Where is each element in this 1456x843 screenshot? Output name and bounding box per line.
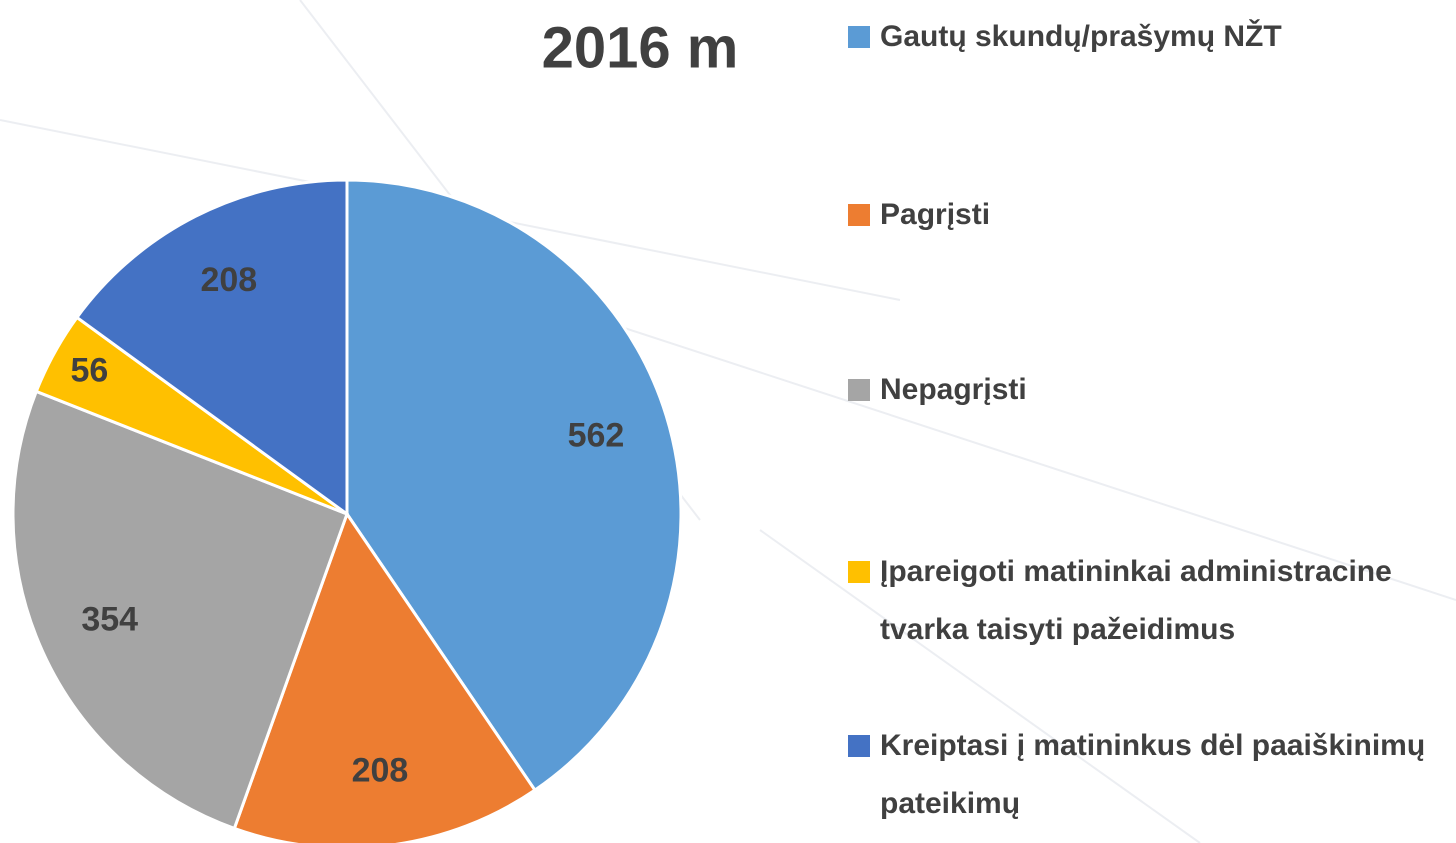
- legend-swatch: [848, 561, 870, 583]
- legend-item: Kreiptasi į matininkus dėl paaiškinimų p…: [848, 717, 1448, 833]
- legend-item: Pagrįsti: [848, 186, 1448, 244]
- pie-slice: [11, 389, 349, 831]
- data-label: 56: [70, 351, 108, 389]
- legend-swatch: [848, 379, 870, 401]
- data-label: 562: [568, 416, 625, 454]
- data-label: 354: [81, 601, 138, 639]
- legend-swatch: [848, 735, 870, 757]
- pie-slice: [74, 178, 349, 517]
- legend-label: Pagrįsti: [880, 198, 991, 231]
- data-label: 208: [200, 261, 257, 299]
- pie-slice: [345, 178, 683, 793]
- legend-swatch: [848, 26, 870, 48]
- pie-slice: [232, 510, 537, 843]
- legend-label: Įpareigoti matininkai administracine tva…: [880, 555, 1392, 646]
- legend-item: Nepagrįsti: [848, 361, 1448, 419]
- legend-label: Kreiptasi į matininkus dėl paaiškinimų p…: [880, 729, 1426, 820]
- chart-title: 2016 m: [542, 15, 739, 80]
- legend-swatch: [848, 204, 870, 226]
- legend-item: Gautų skundų/prašymų NŽT: [848, 8, 1448, 66]
- data-label: 208: [352, 751, 409, 789]
- legend-label: Nepagrįsti: [880, 373, 1027, 406]
- legend-label: Gautų skundų/prašymų NŽT: [880, 20, 1282, 53]
- legend-item: Įpareigoti matininkai administracine tva…: [848, 543, 1448, 659]
